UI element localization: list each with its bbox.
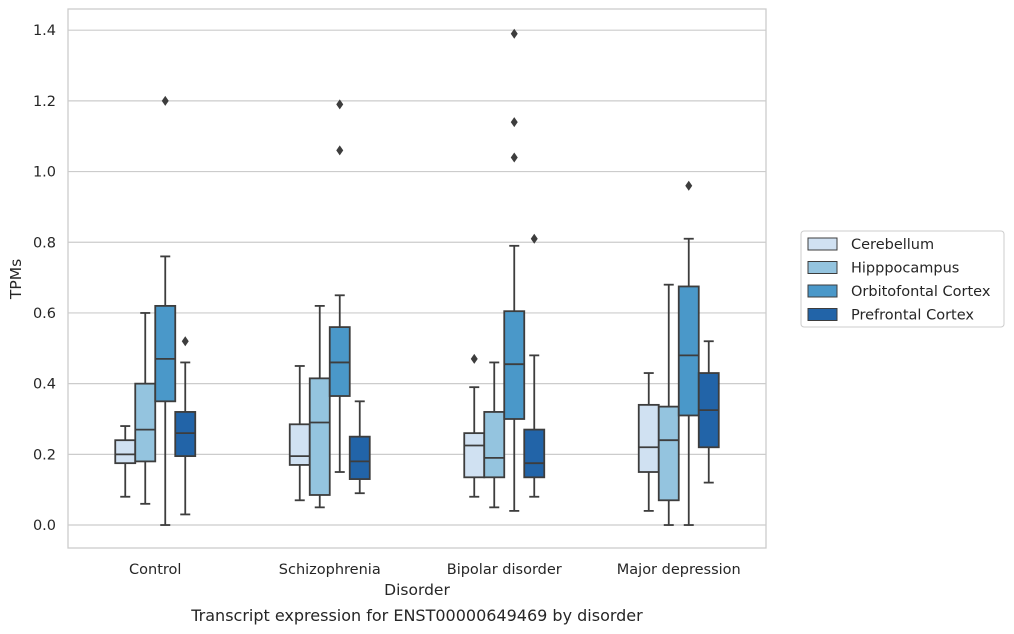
box-plot-marks: [114, 28, 720, 526]
x-tick-labels: Control Schizophrenia Bipolar disorder Majo…: [129, 562, 741, 578]
outlier-point: [530, 233, 538, 244]
box-cerebellum: [114, 425, 137, 498]
box-hipppocampus: [308, 304, 331, 509]
outlier-point: [510, 152, 518, 163]
legend-label: Hipppocampus: [851, 261, 959, 277]
box-cerebellum: [463, 353, 486, 498]
outlier-point: [161, 95, 169, 106]
box-hipppocampus: [134, 312, 157, 505]
y-tick-label: 0.8: [33, 235, 56, 251]
box-orbitofontal-cortex: [503, 28, 526, 512]
box-iqr: [308, 377, 331, 496]
outlier-point: [510, 117, 518, 128]
box-iqr: [134, 382, 157, 463]
box-hipppocampus: [483, 361, 506, 509]
x-tick-label: Bipolar disorder: [447, 562, 562, 578]
y-tick-label: 1.4: [33, 23, 56, 39]
box-prefrontal-cortex: [348, 400, 371, 495]
box-iqr: [483, 411, 506, 479]
box-iqr: [657, 405, 680, 502]
box-orbitofontal-cortex: [154, 95, 177, 526]
box-hipppocampus: [657, 283, 680, 526]
legend-frame: [800, 230, 1005, 328]
x-tick-label: Control: [129, 562, 181, 578]
legend-swatch: [807, 284, 838, 298]
figure-caption: Transcript expression for ENST0000064946…: [191, 606, 643, 625]
box-orbitofontal-cortex: [677, 180, 700, 526]
legend-swatch: [807, 261, 838, 274]
y-axis-label: TPMs: [7, 259, 25, 300]
box-iqr: [154, 304, 177, 403]
box-cerebellum: [288, 365, 311, 502]
y-tick-label: 1.0: [33, 165, 56, 181]
box-iqr: [463, 432, 486, 479]
y-tick-label: 0.6: [33, 306, 56, 322]
plot-frame: [67, 8, 767, 549]
box-prefrontal-cortex: [174, 336, 197, 516]
x-axis-label: Disorder: [384, 581, 450, 599]
box-iqr: [677, 285, 700, 417]
outlier-point: [510, 28, 518, 39]
outlier-point: [470, 353, 478, 364]
box-iqr: [348, 435, 371, 480]
box-iqr: [288, 423, 311, 466]
y-tick-labels: 0.0 0.2 0.4 0.6 0.8 1.0 1.2 1.4: [33, 23, 56, 534]
box-cerebellum: [637, 372, 660, 512]
x-tick-label: Schizophrenia: [279, 562, 381, 578]
legend-label: Orbitofontal Cortex: [851, 284, 991, 300]
box-prefrontal-cortex: [523, 233, 546, 498]
box-prefrontal-cortex: [697, 340, 720, 484]
y-tick-label: 1.2: [33, 94, 56, 110]
y-tick-label: 0.4: [33, 377, 56, 393]
outlier-point: [336, 99, 344, 110]
y-tick-label: 0.0: [33, 518, 56, 534]
legend-label: Prefrontal Cortex: [851, 308, 974, 324]
outlier-point: [336, 145, 344, 156]
box-iqr: [523, 428, 546, 479]
legend-swatch: [807, 308, 838, 321]
y-tick-label: 0.2: [33, 447, 56, 463]
legend: Cerebellum Hipppocampus Orbitofontal Corte…: [800, 230, 1005, 328]
x-tick-label: Major depression: [617, 562, 741, 578]
box-iqr: [114, 439, 137, 465]
outlier-point: [181, 336, 189, 347]
outlier-point: [685, 180, 693, 191]
legend-swatch: [807, 237, 838, 251]
box-orbitofontal-cortex: [328, 99, 351, 473]
legend-label: Cerebellum: [851, 237, 934, 253]
box-iqr: [637, 403, 660, 473]
